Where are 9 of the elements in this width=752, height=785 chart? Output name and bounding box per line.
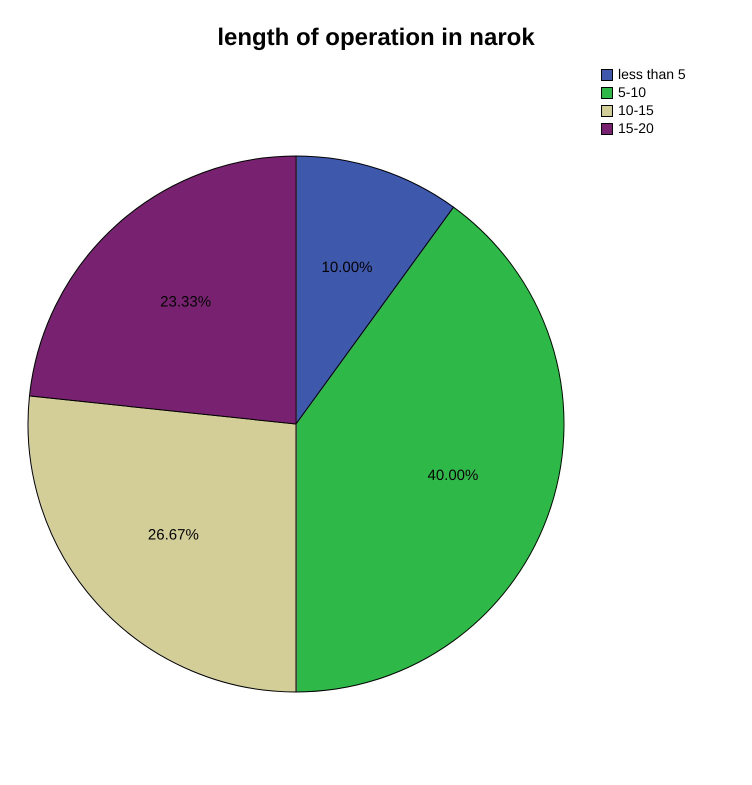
legend-label: 15-20 — [618, 120, 654, 136]
chart-title: length of operation in narok — [217, 24, 536, 51]
data-label: 40.00% — [427, 466, 478, 484]
data-label: 10.00% — [322, 259, 372, 276]
legend-label: less than 5 — [618, 66, 686, 82]
legend-label: 10-15 — [618, 102, 654, 118]
data-label: 26.67% — [148, 526, 199, 544]
legend-label: 5-10 — [618, 84, 646, 100]
data-label: 23.33% — [160, 293, 212, 310]
